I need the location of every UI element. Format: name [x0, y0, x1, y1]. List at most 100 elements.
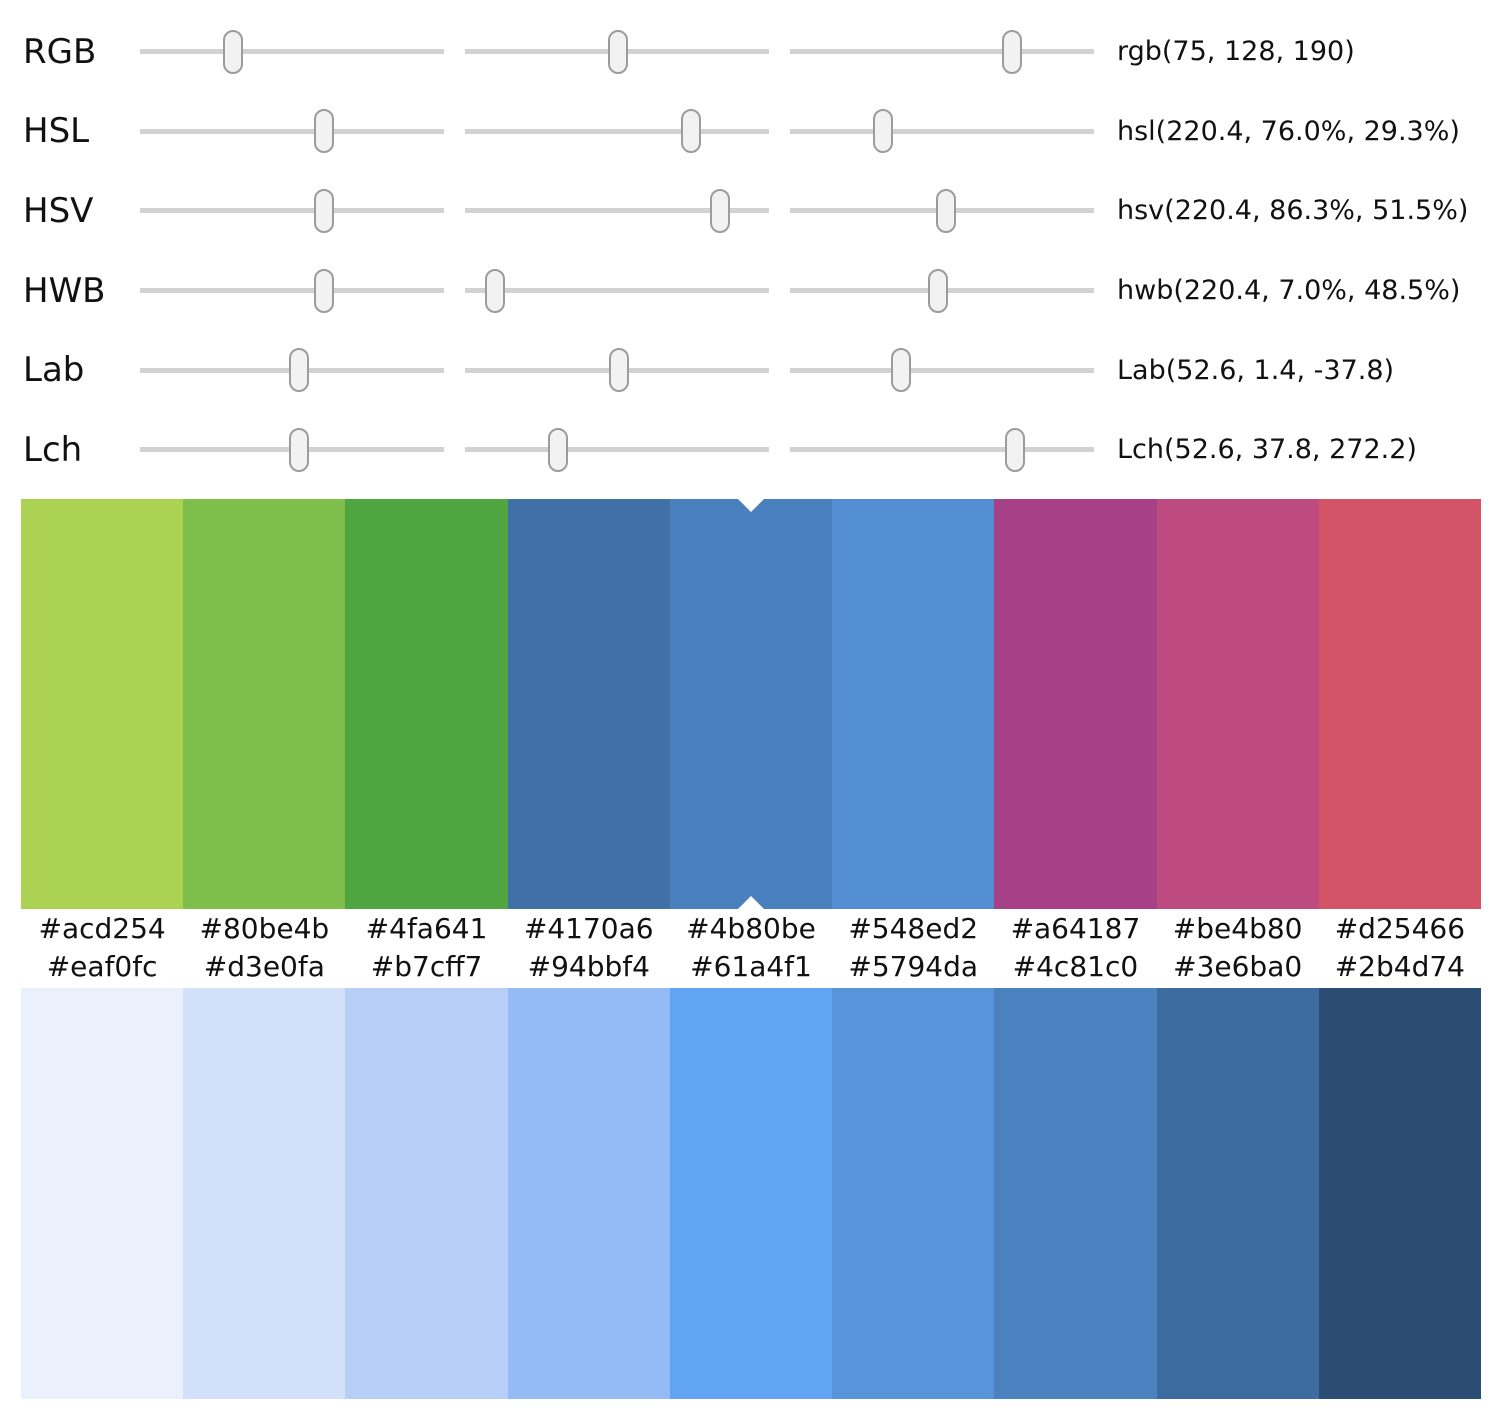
shade-swatch[interactable] [507, 987, 670, 1399]
lab-slider-3-track[interactable] [790, 347, 1094, 393]
hue-swatch[interactable] [994, 498, 1157, 909]
hue-swatch[interactable] [1318, 498, 1481, 909]
hwb-slider-1-track[interactable] [140, 268, 444, 314]
lch-slider-1-thumb[interactable] [289, 427, 310, 472]
hsl-slider-1-track-line [140, 128, 444, 134]
lch-value-readout: Lch(52.6, 37.8, 272.2) [1117, 434, 1417, 466]
shade-swatch[interactable] [832, 987, 995, 1399]
hsl-slider-2-track-line [465, 128, 769, 134]
hex-label: #94bbf4 [527, 950, 650, 984]
lab-row-label: Lab [23, 350, 85, 391]
slider-row-lab: Lab Lab(52.6, 1.4, -37.8) [0, 330, 1501, 410]
slider-row-hwb: HWB hwb(220.4, 7.0%, 48.5%) [0, 251, 1501, 331]
hsv-row-label: HSV [23, 190, 94, 231]
hue-swatch[interactable] [345, 498, 508, 909]
lab-slider-2-track[interactable] [465, 347, 769, 393]
rgb-slider-2-track[interactable] [465, 29, 769, 75]
slider-row-rgb: RGB rgb(75, 128, 190) [0, 12, 1501, 92]
shade-palette [21, 987, 1481, 1399]
hue-palette [21, 498, 1481, 909]
lch-slider-3-track-line [790, 447, 1094, 453]
hwb-slider-2-track-line [465, 288, 769, 294]
shade-swatch[interactable] [183, 987, 346, 1399]
hsv-slider-2-track[interactable] [465, 188, 769, 234]
hsl-row-label: HSL [23, 111, 90, 152]
slider-row-hsl: HSL hsl(220.4, 76.0%, 29.3%) [0, 92, 1501, 172]
hue-hex-labels: #acd254 #80be4b #4fa641 #4170a6 #4b80be … [21, 911, 1481, 947]
rgb-slider-3-thumb[interactable] [1001, 29, 1022, 74]
hex-label: #4fa641 [365, 912, 488, 946]
rgb-slider-1-thumb[interactable] [223, 29, 244, 74]
lch-slider-1-track[interactable] [140, 427, 444, 473]
hex-label: #be4b80 [1172, 912, 1303, 946]
rgb-slider-2-thumb[interactable] [607, 29, 628, 74]
lch-slider-3-thumb[interactable] [1004, 427, 1025, 472]
hwb-value-readout: hwb(220.4, 7.0%, 48.5%) [1117, 275, 1461, 307]
hue-swatch[interactable] [21, 498, 184, 909]
hex-label: #b7cff7 [370, 950, 483, 984]
hsl-slider-3-thumb[interactable] [873, 109, 894, 154]
hsl-value-readout: hsl(220.4, 76.0%, 29.3%) [1117, 115, 1460, 147]
hwb-slider-1-track-line [140, 288, 444, 294]
lab-slider-1-track[interactable] [140, 347, 444, 393]
hsv-slider-2-thumb[interactable] [710, 188, 731, 233]
rgb-slider-3-track-line [790, 49, 1094, 55]
hsv-slider-1-track[interactable] [140, 188, 444, 234]
hue-swatch[interactable] [832, 498, 995, 909]
shade-swatch[interactable] [669, 987, 833, 1399]
hex-label: #61a4f1 [690, 950, 812, 984]
hwb-slider-1-thumb[interactable] [313, 268, 334, 313]
hue-swatch[interactable] [183, 498, 346, 909]
hwb-row-label: HWB [23, 270, 106, 311]
hex-label: #548ed2 [848, 912, 979, 946]
hex-label: #3e6ba0 [1173, 950, 1303, 984]
lab-slider-1-thumb[interactable] [289, 348, 310, 393]
hex-label: #d3e0fa [203, 950, 325, 984]
hex-label: #4170a6 [523, 912, 654, 946]
lab-slider-3-thumb[interactable] [890, 348, 911, 393]
hex-label: #acd254 [38, 912, 166, 946]
hue-swatch[interactable] [507, 498, 670, 909]
shade-swatch[interactable] [1318, 987, 1481, 1399]
hsl-slider-3-track[interactable] [790, 108, 1094, 154]
lch-slider-3-track[interactable] [790, 427, 1094, 473]
shade-swatch[interactable] [345, 987, 508, 1399]
lch-slider-2-thumb[interactable] [548, 427, 569, 472]
hsv-slider-1-thumb[interactable] [313, 188, 334, 233]
lab-value-readout: Lab(52.6, 1.4, -37.8) [1117, 354, 1395, 386]
hue-swatch-selected[interactable] [669, 498, 833, 909]
hwb-slider-2-thumb[interactable] [484, 268, 505, 313]
hsl-slider-2-track[interactable] [465, 108, 769, 154]
hwb-slider-3-thumb[interactable] [927, 268, 948, 313]
hsv-slider-1-track-line [140, 208, 444, 214]
hsl-slider-1-track[interactable] [140, 108, 444, 154]
rgb-slider-1-track[interactable] [140, 29, 444, 75]
shade-swatch[interactable] [21, 987, 184, 1399]
hwb-slider-3-track[interactable] [790, 268, 1094, 314]
hex-label: #80be4b [199, 912, 330, 946]
hex-label: #d25466 [1334, 912, 1466, 946]
color-slider-panel: RGB rgb(75, 128, 190) HSL hsl(220.4, 76.… [0, 0, 1501, 490]
rgb-row-label: RGB [23, 31, 97, 72]
hsv-slider-3-thumb[interactable] [936, 188, 957, 233]
hex-label: #a64187 [1010, 912, 1141, 946]
lch-row-label: Lch [23, 429, 83, 470]
hex-label: #2b4d74 [1334, 950, 1465, 984]
rgb-slider-1-track-line [140, 49, 444, 55]
shade-hex-labels: #eaf0fc #d3e0fa #b7cff7 #94bbf4 #61a4f1 … [21, 949, 1481, 985]
shade-swatch[interactable] [994, 987, 1157, 1399]
lab-slider-3-track-line [790, 367, 1094, 373]
hsl-slider-2-thumb[interactable] [680, 109, 701, 154]
slider-row-lch: Lch Lch(52.6, 37.8, 272.2) [0, 410, 1501, 490]
hsv-slider-3-track[interactable] [790, 188, 1094, 234]
rgb-slider-3-track[interactable] [790, 29, 1094, 75]
hue-swatch[interactable] [1156, 498, 1319, 909]
lab-slider-2-thumb[interactable] [608, 348, 629, 393]
hsl-slider-3-track-line [790, 128, 1094, 134]
lch-slider-2-track[interactable] [465, 427, 769, 473]
shade-swatch[interactable] [1156, 987, 1319, 1399]
rgb-value-readout: rgb(75, 128, 190) [1117, 36, 1355, 68]
slider-row-hsv: HSV hsv(220.4, 86.3%, 51.5%) [0, 171, 1501, 251]
hsl-slider-1-thumb[interactable] [313, 109, 334, 154]
hwb-slider-2-track[interactable] [465, 268, 769, 314]
